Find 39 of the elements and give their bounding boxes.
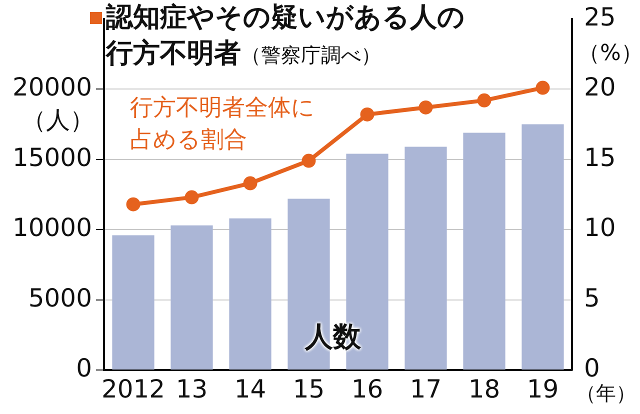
x-tick-label: 2012	[101, 374, 166, 404]
annotation: 行方不明者全体に占める割合	[130, 94, 316, 155]
x-tick-label: 15	[292, 374, 325, 404]
x-tick-label: 18	[468, 374, 500, 404]
point	[477, 93, 492, 108]
y2-tick-label: 5	[584, 283, 600, 312]
x-tick-label: 17	[410, 374, 442, 404]
text: （警察庁調べ）	[241, 43, 381, 67]
y2-tick-label: 0	[584, 354, 600, 382]
point	[536, 80, 550, 95]
y2-tick-label: 25	[584, 2, 616, 32]
bar	[404, 146, 447, 370]
y-tick-label: 0	[76, 354, 92, 382]
x-tick-label: 14	[234, 374, 266, 404]
x-tick-label: 19	[526, 374, 559, 404]
y2-tick-label: 20	[584, 72, 616, 102]
bar	[463, 132, 506, 370]
annotation: 人数	[305, 319, 361, 355]
point	[126, 197, 140, 212]
point	[418, 100, 433, 114]
y2-tick-label: 10	[584, 213, 616, 242]
y-tick-label: 20000	[12, 72, 92, 102]
point	[243, 176, 258, 190]
y-tick-label: 10000	[12, 213, 92, 242]
x-axis-title: （年）	[576, 380, 636, 407]
point	[184, 190, 199, 204]
y2-axis-title: （%）	[578, 40, 640, 68]
y-axis-title: （人）	[22, 105, 94, 136]
x-tick-label: 16	[351, 374, 384, 404]
x-tick-label: 13	[176, 374, 208, 404]
bar	[522, 124, 564, 370]
y2-tick-label: 15	[584, 142, 616, 172]
y-tick-label: 5000	[28, 283, 92, 312]
y-tick-label: 15000	[12, 142, 92, 172]
bar	[229, 218, 272, 370]
point	[360, 107, 374, 122]
point	[302, 154, 316, 168]
bar	[112, 235, 154, 370]
bar	[170, 225, 213, 370]
